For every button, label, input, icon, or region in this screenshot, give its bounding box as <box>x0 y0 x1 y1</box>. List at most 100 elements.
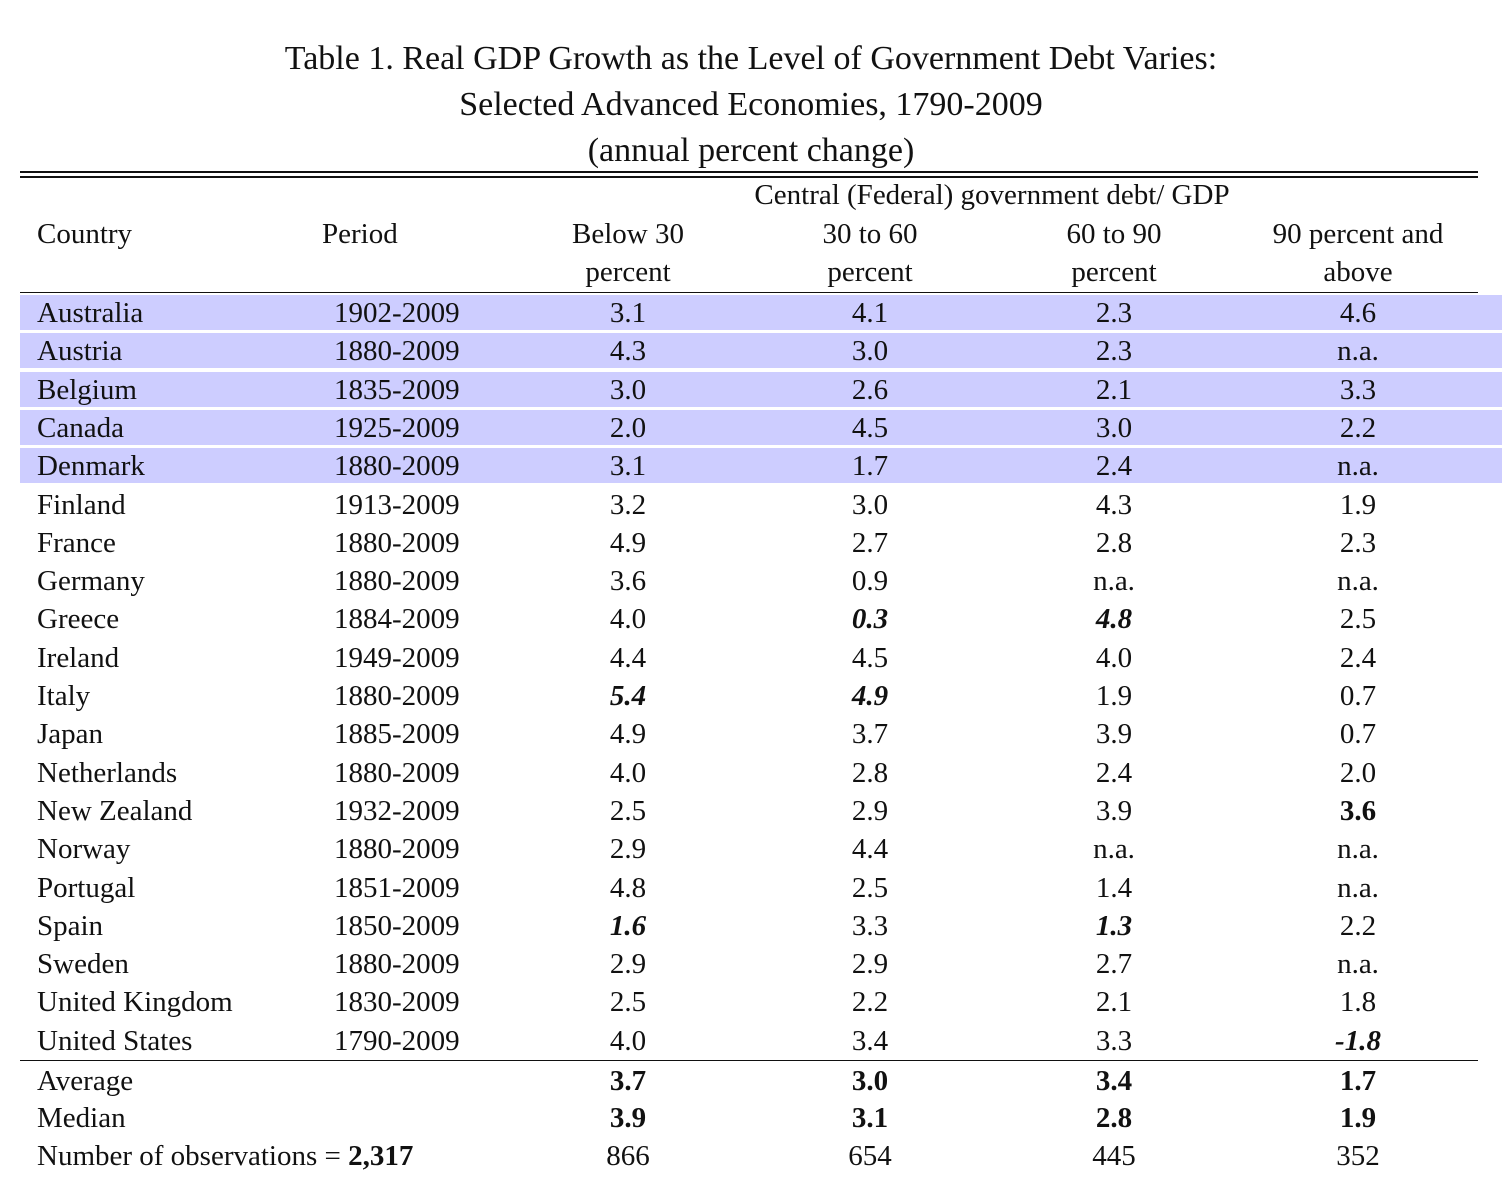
row-value-col1: 2.0 <box>609 412 647 444</box>
row-country: United States <box>37 1025 193 1057</box>
row-country: New Zealand <box>37 795 193 827</box>
row-value-col1: 1.6 <box>609 910 647 942</box>
observations-col1: 866 <box>606 1140 650 1172</box>
row-value-col2: 2.7 <box>851 527 889 559</box>
row-country: Spain <box>37 910 104 942</box>
row-value-col1: 4.0 <box>609 1025 647 1057</box>
row-value-col2: 2.9 <box>851 795 889 827</box>
row-period: 1835-2009 <box>334 374 460 406</box>
row-value-col3: n.a. <box>1093 833 1135 865</box>
row-value-col2: 4.5 <box>851 642 889 674</box>
row-value-col3: 2.4 <box>1095 757 1133 789</box>
table-title: Table 1. Real GDP Growth as the Level of… <box>0 36 1502 174</box>
row-country: Netherlands <box>37 757 178 789</box>
row-value-col4: 2.3 <box>1339 527 1377 559</box>
header-col4-line1: 90 percent and <box>1272 218 1444 250</box>
row-country: Ireland <box>37 642 120 674</box>
row-country: France <box>37 527 116 559</box>
row-value-col1: 3.1 <box>609 297 647 329</box>
row-country: Italy <box>37 680 91 712</box>
row-country: Denmark <box>37 450 145 482</box>
row-value-col4: 4.6 <box>1339 297 1377 329</box>
row-period: 1932-2009 <box>334 795 460 827</box>
row-period: 1880-2009 <box>334 450 460 482</box>
row-value-col3: 1.4 <box>1095 872 1133 904</box>
observations-col3: 445 <box>1092 1140 1136 1172</box>
row-value-col1: 4.4 <box>609 642 647 674</box>
average-label: Average <box>37 1065 134 1097</box>
header-country: Country <box>37 218 133 250</box>
row-value-col3: 2.1 <box>1095 374 1133 406</box>
row-value-col1: 4.8 <box>609 872 647 904</box>
highlight-band <box>20 295 1502 330</box>
row-value-col4: n.a. <box>1337 565 1379 597</box>
row-value-col1: 5.4 <box>609 680 647 712</box>
row-value-col1: 4.9 <box>609 718 647 750</box>
row-value-col3: 1.3 <box>1095 910 1133 942</box>
row-value-col4: 2.4 <box>1339 642 1377 674</box>
row-value-col3: 4.0 <box>1095 642 1133 674</box>
header-col3-line2: percent <box>1071 256 1157 288</box>
row-country: Norway <box>37 833 131 865</box>
row-period: 1880-2009 <box>334 833 460 865</box>
row-country: Austria <box>37 335 123 367</box>
row-value-col3: n.a. <box>1093 565 1135 597</box>
row-value-col3: 3.0 <box>1095 412 1133 444</box>
row-value-col2: 2.2 <box>851 986 889 1018</box>
row-country: Sweden <box>37 948 129 980</box>
top-rule <box>20 171 1478 173</box>
row-period: 1851-2009 <box>334 872 460 904</box>
row-value-col4: 0.7 <box>1339 718 1377 750</box>
row-value-col3: 3.9 <box>1095 795 1133 827</box>
row-period: 1830-2009 <box>334 986 460 1018</box>
row-value-col1: 4.9 <box>609 527 647 559</box>
row-country: Belgium <box>37 374 137 406</box>
row-value-col4: 2.0 <box>1339 757 1377 789</box>
row-value-col2: 4.4 <box>851 833 889 865</box>
row-value-col4: -1.8 <box>1335 1025 1381 1057</box>
row-period: 1925-2009 <box>334 412 460 444</box>
row-period: 1913-2009 <box>334 489 460 521</box>
row-value-col2: 3.0 <box>851 489 889 521</box>
row-value-col1: 3.1 <box>609 450 647 482</box>
average-col2: 3.0 <box>851 1065 889 1097</box>
row-value-col2: 1.7 <box>851 450 889 482</box>
row-period: 1884-2009 <box>334 603 460 635</box>
row-period: 1885-2009 <box>334 718 460 750</box>
average-col1: 3.7 <box>609 1065 647 1097</box>
row-value-col4: 1.9 <box>1339 489 1377 521</box>
row-value-col1: 4.0 <box>609 757 647 789</box>
row-value-col3: 2.1 <box>1095 986 1133 1018</box>
row-period: 1880-2009 <box>334 335 460 367</box>
row-value-col1: 4.3 <box>609 335 647 367</box>
header-bottom-rule <box>20 292 1478 293</box>
row-value-col4: n.a. <box>1337 872 1379 904</box>
row-value-col4: n.a. <box>1337 450 1379 482</box>
title-line-1: Table 1. Real GDP Growth as the Level of… <box>284 40 1218 77</box>
row-value-col3: 3.9 <box>1095 718 1133 750</box>
row-period: 1880-2009 <box>334 757 460 789</box>
header-col2-line2: percent <box>827 256 913 288</box>
row-value-col4: n.a. <box>1337 948 1379 980</box>
title-line-3: (annual percent change) <box>587 132 915 169</box>
row-period: 1850-2009 <box>334 910 460 942</box>
row-value-col2: 2.9 <box>851 948 889 980</box>
row-value-col4: n.a. <box>1337 335 1379 367</box>
row-value-col2: 4.5 <box>851 412 889 444</box>
row-value-col2: 2.8 <box>851 757 889 789</box>
row-period: 1880-2009 <box>334 527 460 559</box>
row-country: Finland <box>37 489 126 521</box>
row-value-col4: 1.8 <box>1339 986 1377 1018</box>
row-period: 1880-2009 <box>334 565 460 597</box>
observations-col2: 654 <box>848 1140 892 1172</box>
median-col1: 3.9 <box>609 1102 647 1134</box>
observations-total: 2,317 <box>348 1140 414 1172</box>
row-value-col3: 2.7 <box>1095 948 1133 980</box>
median-col3: 2.8 <box>1095 1102 1133 1134</box>
average-col3: 3.4 <box>1095 1065 1133 1097</box>
row-country: United Kingdom <box>37 986 233 1018</box>
row-value-col1: 4.0 <box>609 603 647 635</box>
row-country: Canada <box>37 412 124 444</box>
median-col4: 1.9 <box>1339 1102 1377 1134</box>
header-period: Period <box>322 218 398 250</box>
